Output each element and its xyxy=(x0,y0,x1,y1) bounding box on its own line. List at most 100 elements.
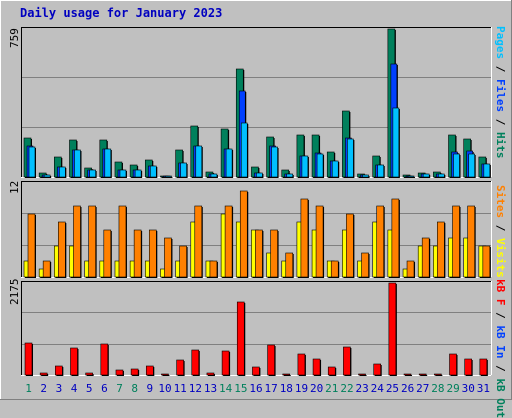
middle-legend-segment-2: Visits xyxy=(494,238,507,278)
kbytes-bar-day-9 xyxy=(145,365,154,376)
pages-bar-day-30 xyxy=(468,153,475,178)
kbytes-bar-day-13 xyxy=(206,372,215,376)
pages-bar-day-10-shadow xyxy=(166,177,173,178)
top-legend: Pages / Files / Hits xyxy=(494,26,507,159)
sites-bar-day-29 xyxy=(452,205,460,278)
pages-bar-day-22 xyxy=(347,138,354,178)
pages-bar-day-20 xyxy=(316,153,324,178)
pages-bar-day-13 xyxy=(210,173,218,178)
sites-bar-day-26 xyxy=(406,260,415,278)
day-label-24: 24 xyxy=(370,382,384,395)
pages-bar-day-28 xyxy=(438,173,445,178)
kbytes-bar-day-10 xyxy=(161,373,169,376)
pages-bar-day-27 xyxy=(422,173,430,178)
kbytes-bar-day-12 xyxy=(191,349,200,376)
pages-bar-day-26-shadow xyxy=(409,177,416,178)
bottom-legend-segment-2: kB In xyxy=(494,325,507,359)
kbytes-bar-day-17 xyxy=(267,344,275,376)
sites-bar-day-14 xyxy=(224,205,233,278)
pages-bar-day-1 xyxy=(28,146,36,178)
kbytes-bar-day-5 xyxy=(85,372,93,376)
day-label-10: 10 xyxy=(158,382,172,395)
pages-bar-day-16 xyxy=(256,172,263,178)
day-label-18: 18 xyxy=(279,382,293,395)
day-label-30: 30 xyxy=(461,382,475,395)
sites-bar-day-21 xyxy=(330,260,339,278)
day-label-23: 23 xyxy=(355,382,369,395)
kbytes-bar-day-10-shadow xyxy=(162,375,170,376)
sites-bar-day-11 xyxy=(179,245,187,278)
panel-2-background xyxy=(21,281,491,375)
kbytes-bar-day-21 xyxy=(327,366,336,376)
sites-bar-day-6 xyxy=(103,229,112,278)
pages-bar-day-21 xyxy=(331,160,339,178)
day-label-29: 29 xyxy=(446,382,460,395)
kbytes-bar-day-28 xyxy=(434,373,442,376)
sites-bar-day-22 xyxy=(346,213,354,278)
panel-0-background xyxy=(21,27,491,177)
pages-bar-day-29 xyxy=(453,153,460,178)
middle-ymax-label: 12 xyxy=(8,180,21,194)
bottom-legend: kB F / kB In / kB Out xyxy=(494,279,507,418)
sites-bar-day-31 xyxy=(482,245,491,278)
day-label-12: 12 xyxy=(188,382,202,395)
day-label-28: 28 xyxy=(431,382,445,395)
day-label-14: 14 xyxy=(219,382,233,395)
bottom-legend-segment-1: / xyxy=(494,305,507,326)
sites-bar-day-24 xyxy=(376,205,385,278)
sites-bar-day-17 xyxy=(270,229,278,278)
sites-bar-day-13 xyxy=(209,260,218,278)
kbytes-bar-day-19 xyxy=(297,353,306,376)
day-label-6: 6 xyxy=(101,382,108,395)
bottom-legend-segment-4: kB Out xyxy=(494,378,507,418)
kbytes-bar-day-18-shadow xyxy=(283,375,291,376)
kbytes-bar-day-27 xyxy=(418,373,427,376)
sites-bar-day-16 xyxy=(255,229,263,278)
kbytes-bar-day-28-shadow xyxy=(435,375,443,376)
day-label-7: 7 xyxy=(116,382,123,395)
top-legend-segment-0: Pages xyxy=(494,26,507,60)
kbytes-bar-day-25 xyxy=(388,282,397,376)
pages-bar-day-3 xyxy=(59,166,66,178)
kbytes-bar-day-29 xyxy=(449,353,457,376)
day-label-3: 3 xyxy=(55,382,63,395)
kbytes-bar-day-1 xyxy=(24,342,33,376)
pages-bar-day-8 xyxy=(134,169,142,178)
kbytes-bar-day-20 xyxy=(312,358,321,376)
top-legend-segment-3: / xyxy=(494,112,507,132)
pages-bar-day-15 xyxy=(240,122,248,178)
pages-bar-day-4 xyxy=(74,149,81,178)
bottom-legend-segment-0: kB F xyxy=(494,279,507,306)
pages-bar-day-23 xyxy=(362,174,369,178)
sites-bar-day-25 xyxy=(391,198,400,278)
day-label-1: 1 xyxy=(25,382,32,395)
sites-bar-day-3 xyxy=(58,221,66,278)
day-label-2: 2 xyxy=(40,382,48,395)
day-label-31: 31 xyxy=(476,382,491,395)
bottom-legend-segment-3: / xyxy=(494,358,507,379)
pages-bar-day-18 xyxy=(286,173,294,178)
pages-bar-day-6 xyxy=(104,148,112,178)
day-label-11: 11 xyxy=(173,382,187,395)
kbytes-bar-day-26-shadow xyxy=(405,375,413,376)
bottom-ymax-label: 2175 xyxy=(8,278,21,306)
sites-bar-day-5 xyxy=(88,205,96,278)
sites-bar-day-23 xyxy=(361,252,369,278)
chart-title: Daily usage for January 2023 xyxy=(20,6,223,20)
kbytes-bar-day-3 xyxy=(55,365,63,376)
pages-bar-day-19 xyxy=(301,155,309,178)
kbytes-bar-day-22 xyxy=(343,346,351,376)
kbytes-bar-day-15 xyxy=(236,301,245,376)
sites-bar-day-8 xyxy=(133,229,142,278)
pages-bar-day-17 xyxy=(271,146,278,178)
kbytes-bar-day-30 xyxy=(464,358,472,376)
pages-bar-day-14 xyxy=(225,148,233,178)
top-ymax-label: 759 xyxy=(8,28,21,48)
pages-bar-day-10 xyxy=(165,175,172,178)
sites-bar-day-2 xyxy=(42,260,51,278)
day-label-27: 27 xyxy=(416,382,430,395)
sites-bar-day-4 xyxy=(73,205,81,278)
pages-bar-day-2 xyxy=(43,174,51,178)
day-label-22: 22 xyxy=(340,382,354,395)
kbytes-bar-day-31 xyxy=(479,358,488,376)
